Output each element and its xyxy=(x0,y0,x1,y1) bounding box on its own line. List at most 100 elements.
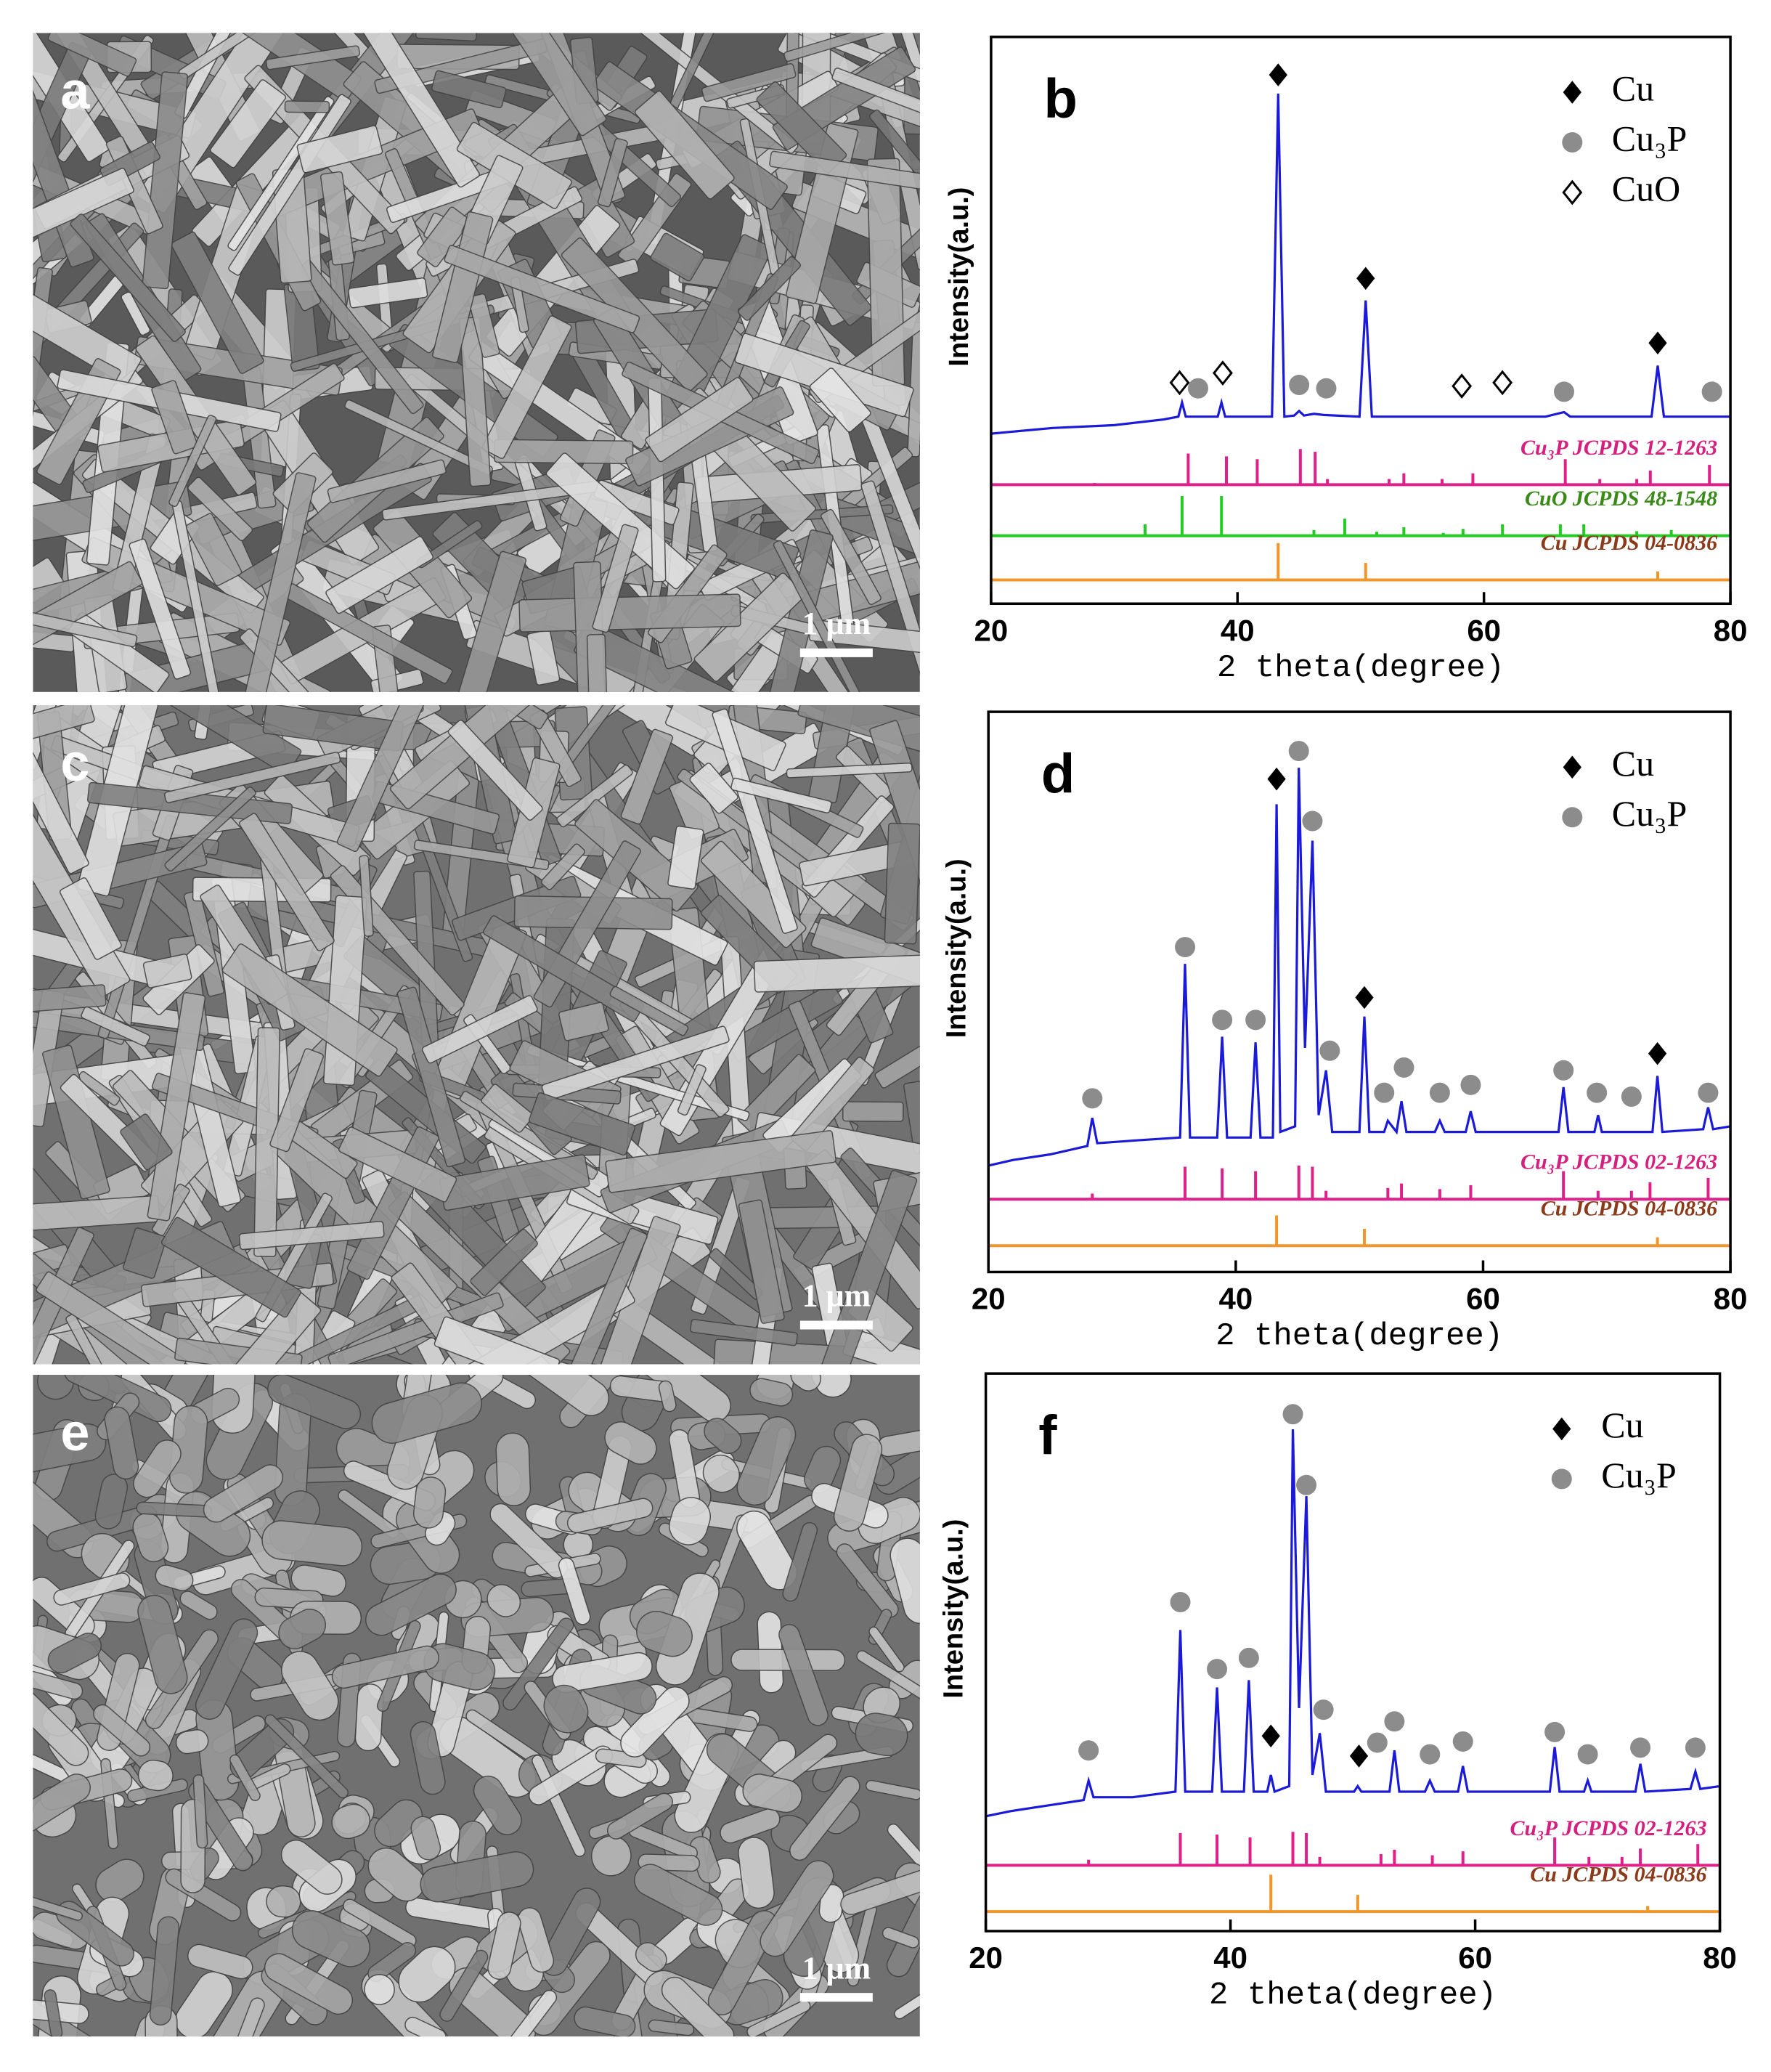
sem-texture xyxy=(746,1999,811,2037)
phase-marker xyxy=(1429,1082,1450,1103)
sem-texture xyxy=(759,529,834,692)
sem-texture xyxy=(278,1609,327,1650)
sem-texture xyxy=(869,720,920,890)
sem-texture xyxy=(887,1823,920,1874)
phase-marker xyxy=(1238,1647,1259,1668)
sem-texture xyxy=(720,1808,781,1844)
sem-texture xyxy=(894,1988,920,2020)
sem-texture xyxy=(789,1776,860,1861)
sem-texture xyxy=(903,1080,920,1154)
sem-texture xyxy=(517,1907,555,1973)
legend-symbol xyxy=(1563,81,1581,104)
phase-marker xyxy=(1175,937,1196,958)
sem-texture xyxy=(195,1618,258,1720)
x-tick-label: 40 xyxy=(1219,1282,1253,1316)
sem-texture xyxy=(367,1847,426,1902)
plot-frame xyxy=(990,36,1732,606)
phase-marker xyxy=(1648,331,1667,355)
phase-marker xyxy=(1420,1744,1441,1765)
legend-symbol xyxy=(1562,179,1583,206)
sem-texture xyxy=(267,1375,362,1429)
sem-texture xyxy=(889,1537,920,1625)
sem-texture xyxy=(229,1754,261,1802)
sem-texture xyxy=(833,1434,883,1532)
sem-texture xyxy=(319,171,355,266)
sem-texture xyxy=(831,68,920,140)
scale-bar xyxy=(799,1320,873,1330)
phase-marker xyxy=(1302,810,1323,832)
legend-symbol xyxy=(1551,1468,1572,1490)
sem-texture xyxy=(142,71,189,290)
sem-texture xyxy=(415,33,477,42)
sem-texture xyxy=(296,125,383,174)
phase-marker xyxy=(1630,1737,1651,1758)
phase-marker xyxy=(1169,370,1190,396)
legend-label: CuO xyxy=(1612,168,1680,208)
reference-label: Cu₃P JCPDS 02-1263 xyxy=(1510,1816,1707,1840)
sem-texture xyxy=(341,33,480,188)
sem-texture xyxy=(331,1645,439,1689)
phase-marker xyxy=(1492,370,1513,396)
sem-texture xyxy=(702,1454,741,1493)
sem-texture xyxy=(661,1976,735,2037)
sem-texture xyxy=(609,986,689,1036)
sem-texture xyxy=(783,33,920,62)
scale-bar xyxy=(799,648,873,657)
sem-texture xyxy=(730,777,832,813)
sem-image xyxy=(33,705,920,1365)
sem-texture xyxy=(65,1313,103,1365)
sem-texture xyxy=(738,1837,775,1909)
sem-texture xyxy=(773,540,880,692)
sem-texture xyxy=(53,1572,131,1606)
sem-texture xyxy=(558,1002,609,1041)
sem-texture xyxy=(93,1704,151,1757)
sem-texture xyxy=(336,705,449,853)
legend-label: Cu₃P xyxy=(1601,1455,1677,1495)
phase-marker xyxy=(1212,1009,1233,1031)
sem-texture xyxy=(327,459,447,503)
sem-texture xyxy=(284,100,330,113)
sem-texture xyxy=(486,1584,521,1617)
phase-marker xyxy=(1577,1744,1598,1765)
panel-label: b xyxy=(1043,68,1077,130)
sem-texture xyxy=(518,593,741,633)
sem-texture xyxy=(648,2019,695,2036)
phase-marker xyxy=(1319,1040,1340,1061)
sem-texture xyxy=(398,1946,456,2003)
sem-texture xyxy=(468,293,500,358)
sem-texture xyxy=(417,206,471,268)
sem-texture xyxy=(432,211,494,364)
sem-texture xyxy=(410,1720,446,1795)
legend-symbol xyxy=(1562,132,1583,153)
sem-texture xyxy=(737,1054,816,1135)
sem-texture xyxy=(540,843,585,890)
x-axis-label: 2 theta(degree) xyxy=(1217,650,1505,686)
sem-texture xyxy=(738,256,802,321)
phase-marker xyxy=(1207,1659,1228,1680)
phase-marker xyxy=(1267,767,1286,791)
sem-texture xyxy=(487,1911,521,1980)
sem-texture xyxy=(886,1891,920,1978)
plot-frame xyxy=(984,1372,1722,1933)
phase-marker xyxy=(1393,1057,1414,1078)
sem-texture xyxy=(410,1816,441,1861)
sem-texture xyxy=(658,1380,677,1413)
sem-texture xyxy=(605,1130,836,1193)
phase-marker xyxy=(1316,378,1337,399)
sem-image xyxy=(33,33,920,692)
sem-texture xyxy=(634,90,735,200)
sem-texture xyxy=(499,1989,558,2037)
sem-texture xyxy=(95,1858,144,1903)
sem-texture xyxy=(343,1898,417,1948)
sem-texture xyxy=(264,1953,354,2015)
sem-texture xyxy=(47,1633,102,1674)
sem-texture xyxy=(265,45,360,70)
sem-texture xyxy=(842,1101,904,1122)
phase-marker xyxy=(1296,1474,1317,1495)
sem-texture xyxy=(636,1610,693,1657)
sem-texture xyxy=(81,1006,150,1047)
legend-label: Cu xyxy=(1612,68,1654,109)
phase-marker xyxy=(1452,373,1473,399)
sem-texture xyxy=(529,1092,636,1156)
